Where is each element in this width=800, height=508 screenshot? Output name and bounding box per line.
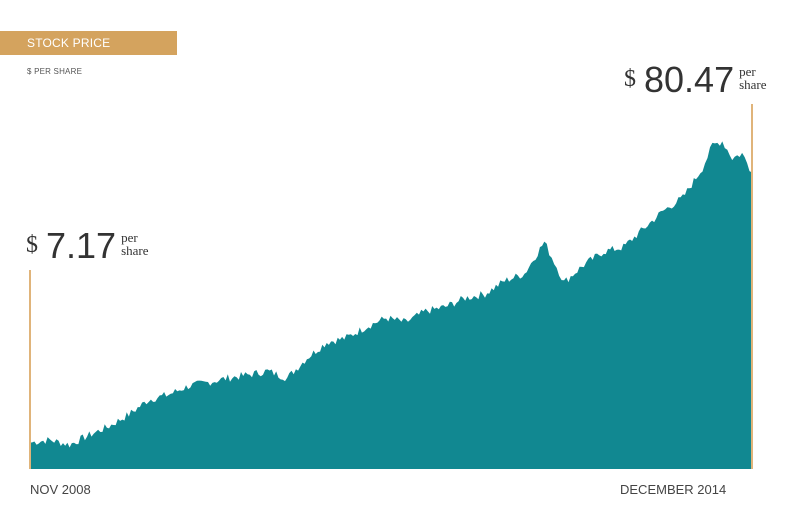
start-price-currency: $ [26, 232, 38, 258]
x-tick-label-end: DECEMBER 2014 [620, 482, 727, 497]
end-price-label: $ 80.47 per share [624, 62, 767, 98]
x-tick-label-start: NOV 2008 [30, 482, 91, 497]
start-price-unit: per share [121, 231, 148, 257]
end-price-value: 80.47 [644, 59, 735, 100]
start-price-unit-line2: share [121, 243, 149, 258]
start-price-unit-line1: per [121, 230, 138, 245]
start-price-value: 7.17 [46, 225, 117, 266]
end-price-unit-line2: share [739, 77, 767, 92]
price-area-series [30, 141, 752, 469]
end-price-unit-line1: per [739, 64, 756, 79]
start-price-label: $ 7.17 per share [26, 228, 149, 264]
end-price-unit: per share [739, 65, 766, 91]
chart-subtitle: $ PER SHARE [27, 67, 83, 76]
header-bar [0, 31, 177, 55]
end-price-currency: $ [624, 66, 636, 92]
chart-title: STOCK PRICE [27, 36, 111, 50]
